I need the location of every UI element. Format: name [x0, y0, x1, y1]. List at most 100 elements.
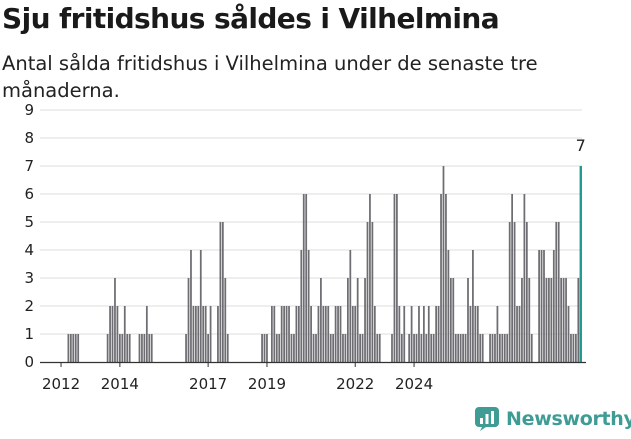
bar: [447, 250, 450, 362]
bar: [121, 334, 124, 362]
bar: [221, 222, 224, 362]
x-tick-label: 2022: [336, 375, 374, 393]
bar: [312, 334, 315, 362]
x-tick-label: 2012: [42, 375, 80, 393]
bar: [263, 334, 266, 362]
y-tick-label: 5: [24, 213, 34, 231]
bar: [474, 306, 477, 362]
bar-highlight: [579, 166, 582, 362]
bar: [356, 278, 359, 362]
y-tick-label: 9: [24, 101, 34, 119]
x-tick-label: 2024: [395, 375, 433, 393]
bar: [150, 334, 153, 362]
bar: [72, 334, 75, 362]
bar: [293, 334, 295, 362]
y-tick-label: 3: [24, 269, 34, 287]
bar: [302, 194, 305, 362]
newsworthy-logo-icon: [475, 407, 499, 431]
bar: [207, 334, 210, 362]
bar: [204, 306, 207, 362]
bar: [396, 194, 398, 362]
bar: [349, 250, 352, 362]
bar: [199, 250, 202, 362]
bar: [270, 306, 273, 362]
bar: [462, 334, 464, 362]
bar: [567, 306, 570, 362]
bar: [324, 306, 327, 362]
bar: [543, 250, 545, 362]
bar: [408, 334, 411, 362]
bar: [280, 306, 283, 362]
bar: [329, 334, 332, 362]
bar: [373, 306, 376, 362]
x-tick-label: 2014: [101, 375, 139, 393]
bar: [339, 306, 342, 362]
bar: [334, 306, 337, 362]
data-label-last: 7: [576, 136, 586, 155]
bar: [445, 194, 447, 362]
bar: [369, 194, 371, 362]
bar: [202, 306, 205, 362]
bar: [501, 334, 504, 362]
y-tick-label: 7: [24, 157, 34, 175]
bar: [476, 306, 479, 362]
bar: [572, 334, 575, 362]
bar: [410, 306, 413, 362]
bar: [315, 334, 317, 362]
bar: [327, 306, 330, 362]
bar: [305, 194, 308, 362]
bar: [185, 334, 187, 362]
bar: [565, 278, 567, 362]
bar: [288, 306, 290, 362]
bar: [359, 334, 362, 362]
y-tick-label: 2: [24, 297, 34, 315]
bar: [454, 334, 457, 362]
bar: [577, 278, 580, 362]
bar: [354, 306, 357, 362]
bar: [143, 334, 146, 362]
bar: [557, 222, 560, 362]
bar: [322, 306, 325, 362]
bar: [194, 306, 197, 362]
bar: [432, 334, 435, 362]
bar: [562, 278, 565, 362]
bar: [361, 334, 364, 362]
bar: [74, 334, 77, 362]
bar: [449, 278, 452, 362]
bar-chart: 0 1 2 3 4 5 6 7 8 9 2012 2014 2017 2019 2022 2024 7: [24, 101, 586, 393]
bar: [400, 334, 403, 362]
bar: [481, 334, 484, 362]
bar: [128, 334, 131, 362]
bar: [307, 250, 310, 362]
bar: [494, 334, 496, 362]
bar: [190, 250, 192, 362]
bar: [116, 306, 119, 362]
bar: [570, 334, 572, 362]
bar: [295, 306, 298, 362]
bar: [550, 278, 553, 362]
bar: [285, 306, 288, 362]
x-tick-label: 2019: [248, 375, 286, 393]
bar: [528, 278, 531, 362]
bar: [344, 334, 347, 362]
bar: [209, 306, 212, 362]
bar: [498, 334, 501, 362]
bar: [435, 306, 438, 362]
bar: [187, 278, 190, 362]
bar: [489, 334, 491, 362]
bar: [518, 306, 521, 362]
bar: [513, 222, 516, 362]
bar: [371, 222, 374, 362]
bar: [224, 278, 227, 362]
bar: [69, 334, 72, 362]
bar: [418, 306, 420, 362]
bar: [217, 306, 219, 362]
bar: [320, 278, 322, 362]
bar: [290, 334, 293, 362]
bar: [123, 306, 126, 362]
bar: [266, 334, 268, 362]
bar: [197, 306, 200, 362]
y-tick-label: 8: [24, 129, 34, 147]
bar: [317, 306, 320, 362]
bar: [523, 194, 526, 362]
